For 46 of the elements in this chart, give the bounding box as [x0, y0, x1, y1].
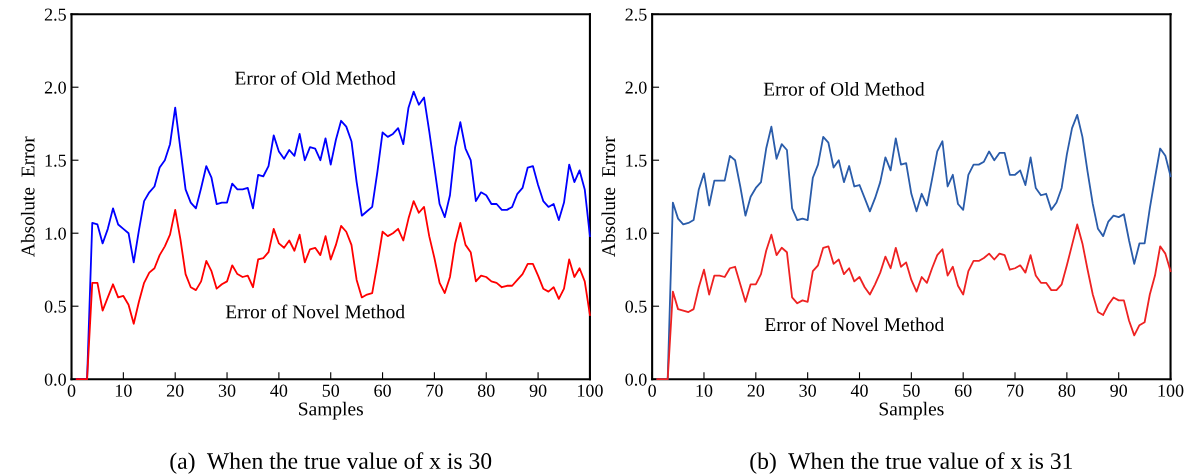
y-tick-label: 0.0 — [44, 373, 66, 386]
x-tick-label: 100 — [1158, 384, 1184, 397]
x-tick-label: 90 — [529, 384, 547, 397]
line-series — [656, 223, 1172, 381]
x-tick-label: 60 — [374, 384, 391, 397]
x-tick-label: 30 — [218, 384, 236, 397]
annotation: Error of Old Method — [763, 81, 925, 96]
y-tick-label: 2.5 — [44, 8, 66, 21]
y-tick-label: 0.5 — [625, 300, 647, 313]
line-series — [75, 200, 591, 381]
x-tick-label: 10 — [696, 384, 713, 397]
x-tick-label: 70 — [426, 384, 443, 397]
x-tick-label: 50 — [903, 384, 920, 397]
x-tick-label: 0 — [648, 384, 656, 397]
x-axis-title: Samples — [879, 401, 944, 420]
text: (b) When the true value of x is 31 — [750, 452, 1072, 474]
x-tick-label: 10 — [115, 384, 132, 397]
y-tick-label: 1.0 — [45, 227, 66, 240]
x-tick-label: 40 — [850, 384, 868, 397]
x-tick-label: 60 — [954, 384, 972, 397]
x-tick-label: 50 — [322, 384, 340, 397]
annotation: Error of Novel Method — [764, 317, 944, 332]
annotation: Error of Novel Method — [225, 304, 405, 319]
x-tick-label: 90 — [1110, 384, 1128, 397]
text: (a) When the true value of x is 30 — [170, 452, 492, 474]
x-tick-label: 0 — [67, 384, 76, 397]
y-tick-label: 2.5 — [625, 8, 647, 21]
x-tick-label: 70 — [1007, 384, 1024, 397]
y-tick-label: 1.5 — [626, 154, 647, 167]
x-tick-label: 80 — [1058, 384, 1076, 397]
y-tick-label: 1.0 — [626, 227, 647, 240]
y-tick-label: 2.0 — [625, 81, 647, 94]
y-tick-label: 2.0 — [44, 81, 66, 94]
annotation: Error of Old Method — [235, 70, 396, 85]
y-tick-label: 0.0 — [625, 373, 647, 386]
x-tick-label: 80 — [477, 384, 495, 397]
y-tick-label: 1.5 — [45, 154, 66, 167]
x-tick-label: 20 — [166, 384, 184, 397]
x-axis-title: Samples — [299, 401, 363, 420]
x-tick-label: 100 — [577, 384, 603, 397]
x-tick-label: 30 — [799, 384, 816, 397]
x-tick-label: 20 — [747, 384, 765, 397]
y-axis-title: Absolute Error — [601, 136, 616, 257]
x-tick-label: 40 — [270, 384, 288, 397]
y-axis-title: Absolute Error — [20, 136, 35, 257]
y-tick-label: 0.5 — [44, 300, 66, 313]
